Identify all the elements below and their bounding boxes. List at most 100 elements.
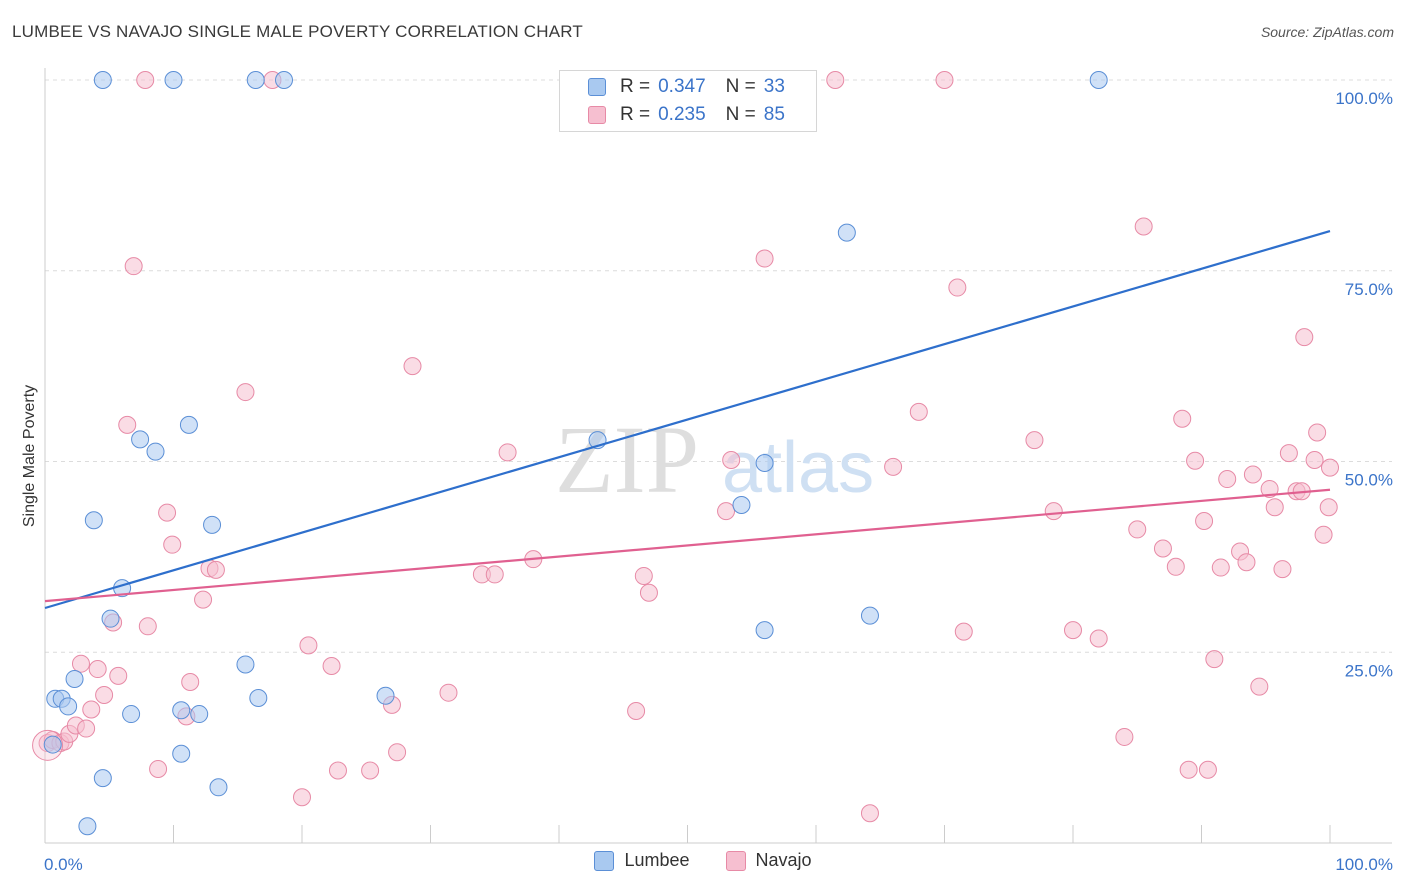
grid-lines <box>45 79 1392 653</box>
navajo-point <box>498 443 517 462</box>
navajo-point <box>1319 498 1338 517</box>
lumbee-point <box>837 223 856 242</box>
legend-n-label: N = <box>725 76 756 97</box>
lumbee-point <box>236 655 255 674</box>
navajo-point <box>1250 677 1269 696</box>
watermark: ZIP atlas <box>555 406 874 513</box>
navajo-point <box>136 71 155 89</box>
lumbee-point <box>101 609 120 628</box>
legend-r-label: R = <box>620 76 651 97</box>
navajo-point <box>1044 502 1063 521</box>
bottom-legend-label: Navajo <box>755 850 812 870</box>
navajo-point <box>1295 328 1314 347</box>
lumbee-point <box>78 817 97 836</box>
legend-r-value: 0.235 <box>658 104 706 125</box>
navajo-point <box>627 702 646 721</box>
navajo-point <box>1279 444 1298 463</box>
navajo-point <box>755 249 774 268</box>
navajo-point <box>1314 525 1333 544</box>
navajo-point <box>1064 621 1082 640</box>
navajo-point <box>884 457 903 476</box>
navajo-point <box>328 761 347 780</box>
y-tick-label: 50.0% <box>1345 471 1393 490</box>
lumbee-point <box>93 71 112 89</box>
navajo-series <box>32 71 1339 823</box>
lumbee-point <box>179 415 198 434</box>
navajo-point <box>634 566 653 585</box>
lumbee-point <box>1089 71 1108 89</box>
navajo-point <box>1218 470 1237 489</box>
navajo-point <box>361 761 380 780</box>
legend-r-label: R = <box>620 104 651 125</box>
source-label: Source: ZipAtlas.com <box>1260 24 1394 40</box>
lumbee-point <box>43 735 62 754</box>
navajo-point <box>158 503 177 522</box>
navajo-point <box>1308 423 1327 442</box>
navajo-point <box>1153 539 1172 558</box>
navajo-point <box>1186 451 1205 470</box>
navajo-point <box>1205 650 1224 669</box>
navajo-point <box>485 565 504 584</box>
navajo-point <box>206 560 225 579</box>
navajo-point <box>826 71 845 89</box>
lumbee-point <box>860 606 879 625</box>
lumbee-trend-line <box>44 230 1331 610</box>
lumbee-point <box>59 697 78 716</box>
navajo-point <box>1128 520 1147 539</box>
watermark-atlas: atlas <box>722 428 874 508</box>
navajo-trend-line <box>44 488 1331 603</box>
lumbee-point <box>190 705 209 724</box>
lumbee-point <box>131 430 150 449</box>
navajo-point <box>71 654 90 673</box>
navajo-point <box>722 450 741 469</box>
lumbee-point <box>376 686 395 705</box>
navajo-point <box>1305 450 1324 469</box>
bottom-legend-label: Lumbee <box>624 850 690 870</box>
navajo-point <box>95 685 114 704</box>
navajo-point <box>1179 760 1198 779</box>
bottom-legend-lumbee: Lumbee <box>594 850 690 871</box>
bottom-legend-navajo: Navajo <box>725 850 812 871</box>
navajo-point <box>1211 558 1230 577</box>
navajo-point <box>1173 409 1192 428</box>
navajo-point <box>1089 629 1108 648</box>
lumbee-point <box>246 71 265 89</box>
navajo-point <box>1260 479 1279 498</box>
axes <box>44 68 1392 844</box>
y-tick-label: 25.0% <box>1345 661 1393 680</box>
lumbee-point <box>65 669 84 688</box>
navajo-point <box>322 656 341 675</box>
lumbee-point <box>203 515 222 534</box>
x-tick-label: 100.0% <box>1335 855 1393 874</box>
x-tick-label: 0.0% <box>44 855 83 874</box>
legend-r-value: 0.347 <box>658 76 706 97</box>
navajo-point <box>954 622 973 641</box>
navajo-point <box>124 257 143 276</box>
navajo-point <box>439 683 458 702</box>
navajo-point <box>299 636 318 655</box>
legend: R = 0.347 N = 33 R = 0.235 N = 85 <box>559 70 817 132</box>
navajo-point <box>118 415 137 434</box>
navajo-point <box>82 700 101 719</box>
navajo-point <box>194 590 213 609</box>
legend-n-value: 85 <box>763 104 785 125</box>
navajo-point <box>163 535 182 554</box>
legend-row-navajo: R = 0.235 N = 85 <box>588 101 785 129</box>
navajo-point <box>138 617 157 636</box>
lumbee-point <box>93 769 112 788</box>
navajo-point <box>1198 760 1217 779</box>
lumbee-point <box>209 778 228 797</box>
lumbee-point <box>249 689 268 708</box>
navajo-swatch <box>725 850 746 871</box>
tick-labels: 25.0% 50.0% 75.0% 100.0% 0.0% 100.0% <box>44 89 1393 874</box>
lumbee-point <box>732 495 751 514</box>
navajo-point <box>1243 465 1262 484</box>
navajo-point <box>1115 727 1134 746</box>
lumbee-point <box>755 454 774 473</box>
lumbee-point <box>275 71 294 89</box>
trend-lines <box>44 230 1331 610</box>
navajo-point <box>88 660 107 679</box>
navajo-point <box>181 673 200 692</box>
lumbee-point <box>146 442 165 461</box>
